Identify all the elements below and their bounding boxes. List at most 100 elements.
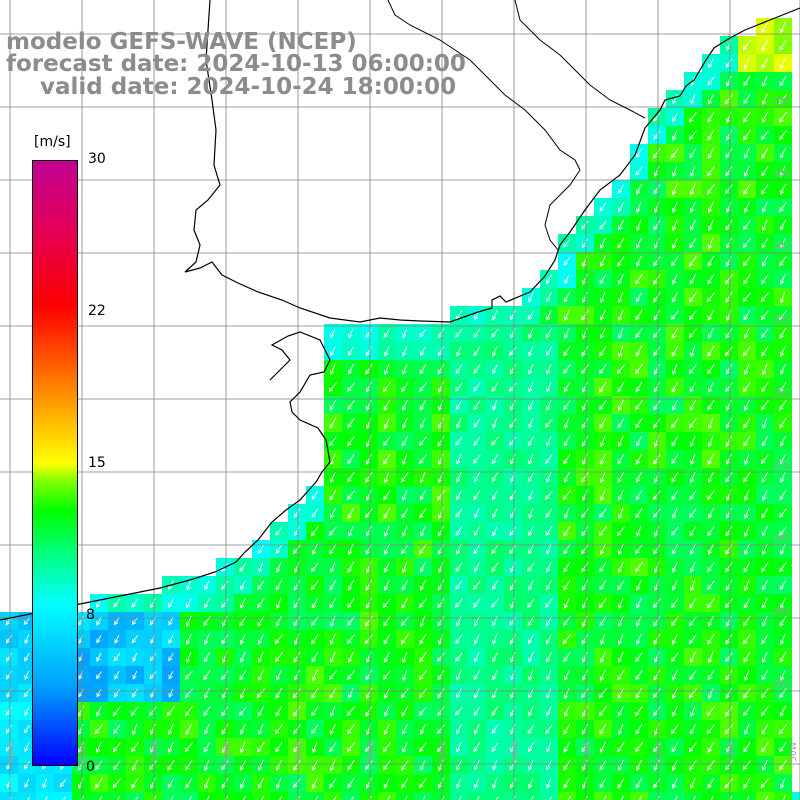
- wind-arrow: [617, 309, 624, 322]
- wind-arrow: [725, 363, 732, 375]
- wind-arrow: [725, 687, 733, 699]
- wind-speed-cell: [0, 792, 18, 800]
- wind-arrow: [598, 526, 607, 537]
- wind-arrow: [563, 652, 571, 663]
- wind-arrow: [671, 633, 679, 645]
- wind-arrow: [528, 363, 534, 375]
- wind-arrow: [418, 436, 427, 447]
- wind-arrow: [510, 453, 516, 465]
- wind-arrow: [581, 508, 589, 519]
- wind-arrow: [689, 634, 697, 645]
- wind-arrow: [707, 327, 714, 339]
- wind-arrow: [581, 435, 589, 447]
- wind-arrow: [743, 723, 750, 735]
- wind-arrow: [473, 544, 481, 555]
- wind-arrow: [563, 741, 571, 753]
- wind-arrow: [437, 598, 445, 609]
- wind-arrow: [779, 165, 786, 178]
- wind-arrow: [473, 418, 481, 428]
- wind-arrow: [437, 579, 445, 591]
- wind-arrow: [617, 597, 624, 610]
- wind-arrow: [707, 76, 715, 86]
- wind-arrow: [617, 543, 624, 556]
- wind-arrow: [509, 579, 516, 591]
- wind-arrow: [456, 724, 462, 735]
- wind-arrow: [724, 346, 733, 357]
- wind-arrow: [635, 345, 643, 357]
- wind-arrow: [725, 237, 732, 249]
- wind-arrow: [779, 273, 786, 285]
- wind-arrow: [167, 741, 174, 753]
- wind-arrow: [491, 724, 499, 735]
- wind-arrow: [779, 291, 786, 304]
- wind-arrow: [5, 724, 13, 734]
- wind-arrow: [689, 418, 697, 429]
- wind-arrow: [329, 687, 337, 699]
- wind-speed-cell: [648, 792, 666, 800]
- wind-arrow: [581, 526, 589, 537]
- wind-arrow: [185, 633, 192, 645]
- wind-arrow: [689, 148, 697, 159]
- wind-arrow: [347, 490, 355, 501]
- wind-speed-cell: [396, 792, 414, 800]
- wind-arrow: [113, 653, 121, 662]
- wind-arrow: [635, 237, 642, 249]
- colorbar-tick: 15: [88, 455, 106, 471]
- wind-arrow: [418, 670, 427, 681]
- wind-arrow: [456, 471, 462, 483]
- wind-arrow: [729, 795, 733, 800]
- wind-arrow: [581, 255, 588, 268]
- wind-arrow: [779, 633, 786, 646]
- wind-arrow: [653, 201, 660, 214]
- wind-arrow: [437, 688, 445, 699]
- wind-arrow: [509, 346, 517, 356]
- wind-arrow: [617, 507, 624, 520]
- wind-arrow: [761, 634, 769, 645]
- wind-speed-cell: [630, 792, 648, 800]
- wind-arrow: [617, 453, 625, 465]
- wind-arrow: [383, 543, 390, 555]
- lat-label: 39S: [773, 607, 790, 617]
- wind-arrow: [671, 399, 678, 411]
- wind-arrow: [564, 274, 570, 285]
- wind-arrow: [383, 453, 391, 465]
- wind-arrow: [383, 328, 391, 339]
- wind-arrow: [419, 525, 426, 537]
- wind-arrow: [476, 795, 480, 800]
- wind-arrow: [365, 543, 373, 555]
- wind-arrow: [599, 741, 606, 753]
- wind-arrow: [365, 777, 372, 789]
- wind-arrow: [617, 580, 625, 591]
- wind-arrow: [383, 490, 391, 501]
- wind-arrow: [743, 327, 750, 340]
- wind-arrow: [346, 382, 355, 392]
- wind-arrow: [743, 310, 751, 321]
- wind-arrow: [546, 687, 552, 699]
- wind-arrow: [24, 778, 30, 789]
- wind-speed-cell: [684, 792, 702, 800]
- wind-arrow: [725, 274, 733, 285]
- lon-label: 50W: [789, 742, 799, 762]
- wind-arrow: [707, 147, 715, 160]
- wind-arrow: [257, 723, 264, 735]
- wind-arrow: [617, 705, 625, 717]
- wind-arrow: [563, 561, 571, 573]
- wind-arrow: [581, 489, 588, 502]
- wind-arrow: [402, 346, 408, 357]
- wind-arrow: [293, 724, 301, 735]
- wind-arrow: [419, 579, 426, 591]
- wind-arrow: [761, 651, 768, 663]
- wind-speed-cell: [234, 792, 252, 800]
- wind-arrow: [329, 417, 337, 429]
- wind-arrow: [563, 291, 571, 303]
- wind-arrow: [114, 670, 120, 680]
- lat-label: 32S: [773, 96, 790, 106]
- wind-arrow: [581, 309, 589, 321]
- wind-arrow: [761, 165, 769, 177]
- wind-arrow: [710, 795, 714, 800]
- wind-arrow: [185, 759, 193, 771]
- wind-arrow: [671, 471, 679, 483]
- wind-arrow: [275, 561, 282, 573]
- wind-arrow: [779, 597, 786, 610]
- wind-arrow: [779, 76, 787, 87]
